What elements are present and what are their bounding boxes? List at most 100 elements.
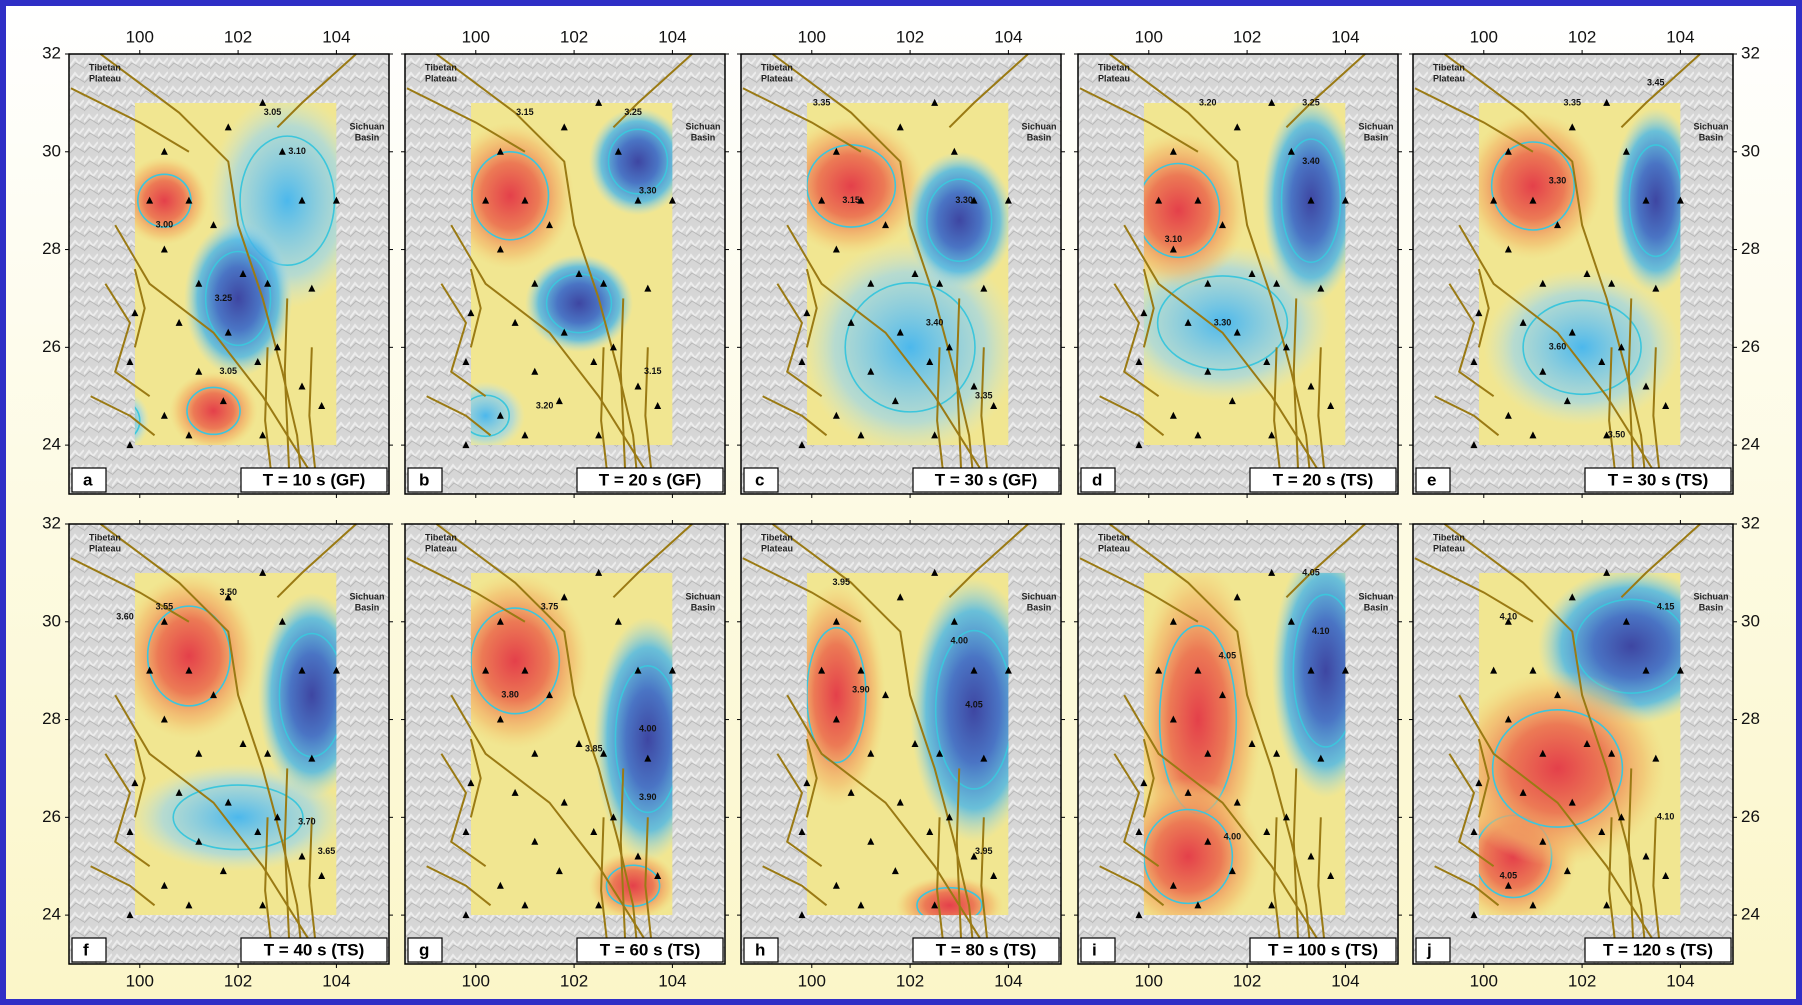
lon-tick-label: 100 [126,971,154,990]
region-label: Plateau [761,73,793,83]
contour-label: 3.30 [639,185,657,195]
contour-label: 4.00 [1224,831,1242,841]
lon-tick-label: 102 [560,971,588,990]
contour-label: 3.10 [1165,234,1183,244]
lon-tick-label: 104 [1331,971,1359,990]
lon-tick-label: 104 [994,27,1022,46]
region-label: Basin [1699,603,1724,613]
contour-label: 3.25 [624,107,642,117]
lat-tick-label: 26 [1741,337,1760,356]
panel-label: T = 40 s (TS) [264,940,365,959]
contour-label: 3.70 [298,817,316,827]
region-label: Tibetan [1098,532,1130,542]
contour-label: 3.85 [585,743,603,753]
lon-tick-label: 102 [1568,27,1596,46]
velocity-map [100,93,365,450]
lon-tick-label: 102 [1233,27,1261,46]
contour-label: 4.10 [1500,611,1518,621]
region-label: Tibetan [425,532,457,542]
contour-label: 3.00 [156,219,174,229]
lon-tick-label: 102 [224,971,252,990]
letter-box [72,938,106,962]
lat-tick-label: 26 [42,807,61,826]
region-label: Basin [1364,133,1389,143]
lon-tick-label: 102 [560,27,588,46]
contour-label: 3.45 [1647,78,1665,88]
contour-label: 3.90 [852,685,870,695]
contour-label: 3.95 [833,577,851,587]
lat-tick-label: 28 [1741,709,1760,728]
panel-letter: b [419,470,429,489]
lon-tick-label: 104 [1666,971,1694,990]
region-label: Sichuan [685,122,720,132]
lon-tick-label: 102 [896,971,924,990]
region-label: Basin [691,603,716,613]
region-label: Plateau [425,73,457,83]
contour-label: 4.05 [1302,567,1320,577]
lon-tick-label: 100 [1470,27,1498,46]
panel-letter: d [1092,470,1102,489]
panel-letter: f [83,940,89,959]
velocity-map [1114,544,1379,935]
region-label: Plateau [89,73,121,83]
map-panel: 4.104.154.104.05TibetanPlateauSichuanBas… [1409,513,1760,990]
region-label: Tibetan [1433,62,1465,72]
contour-label: 3.15 [644,366,662,376]
contour-label: 3.15 [516,107,534,117]
region-label: Tibetan [761,532,793,542]
panel-label: T = 20 s (TS) [1273,470,1374,489]
lat-tick-label: 28 [42,239,61,258]
panel-label: T = 20 s (GF) [599,470,702,489]
lon-tick-label: 104 [322,971,350,990]
contour-label: 3.25 [1302,97,1320,107]
region-label: Tibetan [89,62,121,72]
panel-label: T = 80 s (TS) [936,940,1037,959]
region-label: Plateau [89,543,121,553]
lat-tick-label: 32 [1741,513,1760,532]
contour-label: 3.50 [1608,430,1626,440]
region-label: Basin [355,603,380,613]
contour-label: 4.05 [965,699,983,709]
velocity-map [1464,103,1700,445]
map-panel: 3.603.553.503.703.65TibetanPlateauSichua… [42,513,393,990]
map-panel: 3.753.803.854.003.90TibetanPlateauSichua… [401,520,729,990]
region-label: Sichuan [1021,592,1056,602]
region-label: Basin [1364,603,1389,613]
contour-label: 3.20 [536,400,554,410]
anomaly [1464,113,1602,260]
lon-tick-label: 100 [798,971,826,990]
map-panel: 4.054.104.004.05TibetanPlateauSichuanBas… [1074,520,1402,990]
contour-label: 3.95 [975,846,993,856]
contour-label: 4.10 [1657,812,1675,822]
contour-label: 3.35 [1563,97,1581,107]
panel-letter: j [1426,940,1432,959]
region-label: Plateau [761,543,793,553]
contour-label: 3.05 [219,366,237,376]
region-label: Plateau [1433,73,1465,83]
lon-tick-label: 104 [322,27,350,46]
region-label: Sichuan [1358,122,1393,132]
map-panel: 3.353.153.303.403.35TibetanPlateauSichua… [737,27,1065,498]
anomaly [1449,671,1665,867]
region-label: Basin [691,133,716,143]
lon-tick-label: 102 [1233,971,1261,990]
lat-tick-label: 24 [1741,905,1760,924]
region-label: Plateau [1098,543,1130,553]
contour-label: 3.05 [264,107,282,117]
region-label: Sichuan [349,592,384,602]
lat-tick-label: 30 [1741,141,1760,160]
contour-label: 4.10 [1312,626,1330,636]
region-label: Tibetan [761,62,793,72]
panel-letter: h [755,940,765,959]
contour-label: 3.35 [975,391,993,401]
region-label: Basin [1027,603,1052,613]
lon-tick-label: 100 [1135,27,1163,46]
panel-label: T = 30 s (TS) [1608,470,1709,489]
lon-tick-label: 104 [1331,27,1359,46]
lat-tick-label: 32 [42,513,61,532]
lat-tick-label: 26 [42,337,61,356]
region-label: Tibetan [1433,532,1465,542]
contour-label: 3.65 [318,846,336,856]
contour-label: 3.55 [156,601,174,611]
